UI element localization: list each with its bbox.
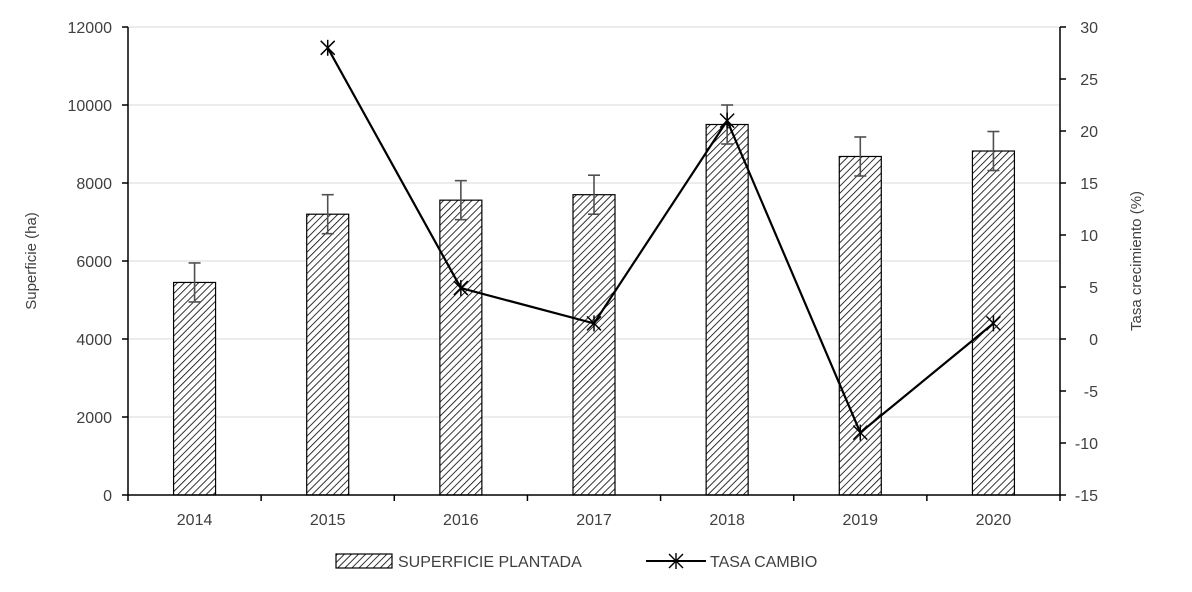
bar [306,213,350,496]
error-bars [188,104,1000,303]
line-point [719,112,735,129]
bar [572,194,616,496]
y-tick-label-right: 10 [1080,228,1098,245]
bar [705,123,749,496]
line-point [320,39,336,56]
y-tick-label-right: 15 [1080,176,1098,193]
y-tick-label-left: 0 [103,488,112,505]
y-tick-label-right: -10 [1075,436,1098,453]
y-tick-label-left: 10000 [68,98,113,115]
y-tick-label-right: 25 [1080,72,1098,89]
y-tick-label-right: 0 [1089,332,1098,349]
y-tick-label-right: 5 [1089,280,1098,297]
legend: SUPERFICIE PLANTADA TASA CAMBIO [335,553,817,571]
y-tick-label-left: 4000 [76,332,112,349]
line-point [453,280,469,297]
bar [439,199,483,496]
bar [172,281,217,496]
x-tick-label: 2015 [310,512,346,529]
y-tick-label-right: 30 [1080,20,1098,37]
legend-label-tasa: TASA CAMBIO [710,554,817,571]
y-tick-label-left: 8000 [76,176,112,193]
y-tick-label-right: 20 [1080,124,1098,141]
y-axis-title-right: Tasa crecimiento (%) [1128,191,1145,331]
x-tick-label: 2019 [842,512,878,529]
line-point [586,315,602,332]
y-axis-title-left: Superficie (ha) [23,212,40,310]
axes [122,26,1066,501]
y-tick-label-right: -5 [1084,384,1098,401]
line-point [985,315,1001,332]
bar [838,155,882,496]
legend-swatch-superficie [335,553,393,569]
legend-label-superficie: SUPERFICIE PLANTADA [398,554,582,571]
x-tick-label: 2014 [177,512,213,529]
y-tick-label-left: 12000 [68,20,113,37]
x-tick-label: 2020 [976,512,1012,529]
x-tick-label: 2018 [709,512,745,529]
line-point [852,424,868,441]
y-tick-label-right: -15 [1075,488,1098,505]
x-tick-label: 2017 [576,512,612,529]
y-tick-label-left: 2000 [76,410,112,427]
y-tick-label-left: 6000 [76,254,112,271]
line-series [320,39,1001,441]
tasa-cambio-line [326,47,995,435]
tick-labels: 0 2000 4000 6000 8000 10000 12000 -15 -10 -5 0 5 10 1… [68,20,1099,529]
x-tick-label: 2016 [443,512,479,529]
legend-swatch-tasa-marker [668,553,684,569]
